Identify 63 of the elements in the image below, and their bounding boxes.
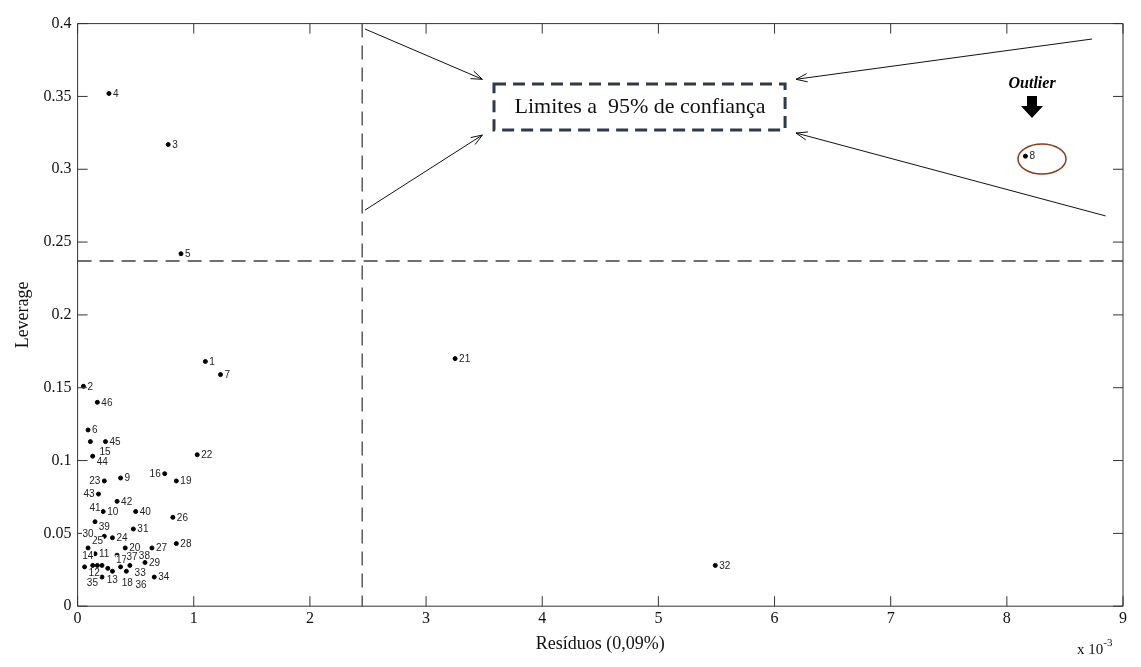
y-tick-label: 0.25 <box>43 232 72 250</box>
annotation: 46 <box>101 396 113 408</box>
annotation: 15 <box>99 445 111 457</box>
y-axis-title: Leverage <box>11 281 32 349</box>
annotation: 36 <box>135 579 147 591</box>
annotation: 7 <box>224 368 231 380</box>
annotation: 30 <box>82 528 95 540</box>
annotation: 14 <box>82 549 94 561</box>
annotation: 10 <box>107 505 119 517</box>
x-tick-label: 8 <box>1002 609 1011 626</box>
annotation: 45 <box>109 435 122 447</box>
annotation: 44 <box>96 456 109 468</box>
x-tick-label: 7 <box>886 609 895 626</box>
x-tick-label: 9 <box>1119 609 1127 626</box>
annotation: 13 <box>106 573 119 585</box>
annotation: 5 <box>184 247 191 259</box>
x-tick-label: 3 <box>422 609 431 626</box>
y-tick-label: 0.1 <box>51 450 72 468</box>
y-tick-label: 0.3 <box>51 159 72 177</box>
annotation: 43 <box>83 488 95 500</box>
annotation: 27 <box>155 542 168 554</box>
y-tick-label: 0.15 <box>43 377 72 395</box>
annotation: 1 <box>209 355 216 367</box>
annotation: 4 <box>112 87 119 99</box>
annotation: 26 <box>176 511 189 523</box>
y-tick-label: 0.4 <box>51 13 72 31</box>
annotation: 34 <box>158 571 170 583</box>
annotation: 39 <box>98 520 111 532</box>
annotation: 11 <box>99 548 110 560</box>
x-axis-title: Resíduos (0,09%) <box>535 632 665 654</box>
y-tick-label: 0.2 <box>51 305 72 323</box>
annotation: 37 <box>126 551 139 563</box>
annotation: 33 <box>134 567 147 579</box>
annotation: 2 <box>87 380 94 392</box>
y-tick-label: 0.35 <box>43 86 72 104</box>
x-tick-label: 5 <box>654 609 663 626</box>
annotation: 42 <box>121 495 133 507</box>
annotation: 28 <box>180 537 192 549</box>
annotation: 12 <box>88 567 101 579</box>
y-tick-label: 0.05 <box>43 523 72 541</box>
annotation: 22 <box>201 448 213 460</box>
x-tick-label: 2 <box>305 609 314 626</box>
x-tick-label: 1 <box>189 609 198 626</box>
annotation: 21 <box>459 352 471 364</box>
x-tick-label: 4 <box>538 609 547 626</box>
annotation: 16 <box>149 467 162 479</box>
annotation: 18 <box>121 576 134 588</box>
annotation: Outlier <box>1008 73 1057 91</box>
annotation: 32 <box>719 559 731 571</box>
annotation: 6 <box>92 424 99 436</box>
annotation: 3 <box>172 138 179 150</box>
annotation: 24 <box>116 531 129 543</box>
annotation: 35 <box>86 577 99 589</box>
annotation: 19 <box>180 475 192 487</box>
annotation: 23 <box>89 475 101 487</box>
annotation: 8 <box>1029 150 1036 162</box>
y-tick-label: 0 <box>63 596 72 614</box>
x-tick-label: 6 <box>770 609 779 626</box>
annotation: Limites a 95% de confiança <box>514 92 766 118</box>
annotation: 9 <box>124 472 131 484</box>
annotation: 31 <box>137 523 149 535</box>
annotation: 40 <box>139 505 152 517</box>
annotation: 41 <box>89 501 102 513</box>
